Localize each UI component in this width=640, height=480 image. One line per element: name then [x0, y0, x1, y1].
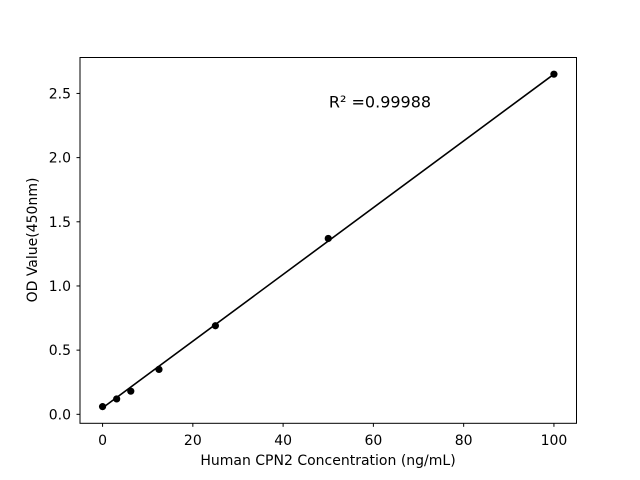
data-point: [113, 395, 121, 403]
data-point: [324, 234, 332, 243]
y-tick-label: 2.5: [49, 86, 71, 102]
data-point: [155, 365, 163, 373]
data-point: [98, 403, 107, 411]
r-squared-annotation: R² =0.99988: [328, 92, 432, 112]
y-tick-label: 0.0: [49, 407, 71, 423]
y-tick-label: 0.5: [49, 343, 71, 359]
data-point: [211, 322, 220, 330]
y-axis-label: OD Value(450nm): [25, 177, 41, 303]
data-point: [550, 70, 558, 78]
x-tick-label: 60: [364, 433, 382, 449]
x-tick-label: 100: [541, 433, 568, 449]
x-tick-label: 40: [274, 433, 292, 449]
x-axis-label: Human CPN2 Concentration (ng/mL): [200, 453, 456, 469]
x-tick-label: 20: [184, 433, 202, 449]
y-tick-label: 2.0: [49, 151, 71, 167]
x-tick-label: 0: [98, 433, 107, 449]
x-tick-label: 80: [455, 433, 473, 449]
y-tick-label: 1.5: [49, 215, 71, 231]
data-point: [127, 387, 135, 395]
y-tick-label: 1.0: [49, 279, 71, 295]
